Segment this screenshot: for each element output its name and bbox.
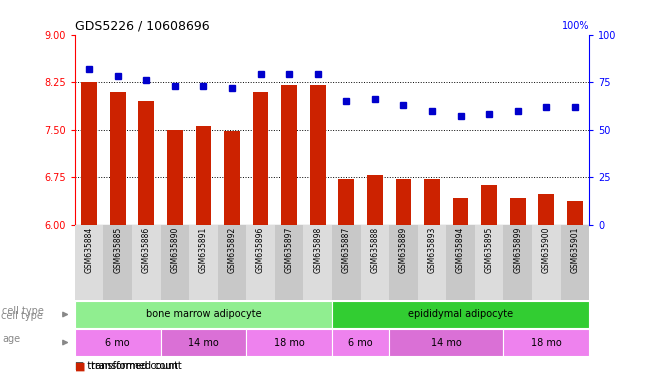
Bar	[567, 200, 583, 225]
Text: 100%: 100%	[562, 21, 589, 31]
Text: GSM635884: GSM635884	[85, 227, 94, 273]
Text: GSM635888: GSM635888	[370, 227, 380, 273]
Bar	[367, 175, 383, 225]
Bar	[447, 225, 475, 300]
Bar	[246, 329, 332, 356]
Bar	[332, 225, 361, 300]
Bar	[167, 130, 183, 225]
Bar	[281, 85, 297, 225]
Bar	[132, 225, 161, 300]
Text: 14 mo: 14 mo	[431, 338, 462, 348]
Text: GSM635889: GSM635889	[399, 227, 408, 273]
Bar	[310, 85, 326, 225]
Text: GSM635901: GSM635901	[570, 227, 579, 273]
Bar	[275, 225, 303, 300]
Bar	[503, 225, 532, 300]
Bar	[75, 301, 332, 328]
Bar	[481, 185, 497, 225]
Text: GSM635896: GSM635896	[256, 227, 265, 273]
Text: cell type: cell type	[1, 311, 43, 321]
Text: 18 mo: 18 mo	[531, 338, 562, 348]
Text: ■ transformed count: ■ transformed count	[75, 361, 178, 371]
Bar	[110, 92, 126, 225]
Bar	[332, 301, 589, 328]
Text: GSM635898: GSM635898	[313, 227, 322, 273]
Bar	[452, 198, 469, 225]
Bar	[189, 225, 217, 300]
Text: GSM635886: GSM635886	[142, 227, 151, 273]
Text: age: age	[2, 334, 20, 344]
Bar	[104, 225, 132, 300]
Text: bone marrow adipocyte: bone marrow adipocyte	[146, 310, 261, 319]
Bar	[161, 329, 246, 356]
Bar	[139, 101, 154, 225]
Bar	[224, 131, 240, 225]
Bar	[532, 225, 561, 300]
Bar	[246, 225, 275, 300]
Bar	[361, 225, 389, 300]
Text: 14 mo: 14 mo	[188, 338, 219, 348]
Text: GSM635892: GSM635892	[227, 227, 236, 273]
Bar	[253, 92, 268, 225]
Text: 6 mo: 6 mo	[105, 338, 130, 348]
Text: GSM635897: GSM635897	[284, 227, 294, 273]
Text: GSM635900: GSM635900	[542, 227, 551, 273]
Bar	[303, 225, 332, 300]
Text: GSM635893: GSM635893	[428, 227, 437, 273]
Text: GSM635894: GSM635894	[456, 227, 465, 273]
Bar	[538, 194, 554, 225]
Bar	[75, 329, 161, 356]
Text: transformed count: transformed count	[91, 361, 182, 371]
Bar	[424, 179, 440, 225]
Bar	[503, 329, 589, 356]
Text: GSM635895: GSM635895	[484, 227, 493, 273]
Bar	[389, 329, 503, 356]
Text: 6 mo: 6 mo	[348, 338, 373, 348]
Text: GSM635887: GSM635887	[342, 227, 351, 273]
Bar	[475, 225, 503, 300]
Text: GSM635891: GSM635891	[199, 227, 208, 273]
Text: GDS5226 / 10608696: GDS5226 / 10608696	[75, 19, 210, 32]
Bar	[161, 225, 189, 300]
Text: cell type: cell type	[2, 306, 44, 316]
Text: GSM635899: GSM635899	[513, 227, 522, 273]
Bar	[561, 225, 589, 300]
Bar	[217, 225, 246, 300]
Bar	[195, 126, 212, 225]
Bar	[389, 225, 418, 300]
Text: epididymal adipocyte: epididymal adipocyte	[408, 310, 513, 319]
Bar	[396, 179, 411, 225]
Bar	[339, 179, 354, 225]
Bar	[418, 225, 447, 300]
Text: 18 mo: 18 mo	[274, 338, 305, 348]
Bar	[510, 198, 525, 225]
Bar	[81, 82, 97, 225]
Text: GSM635885: GSM635885	[113, 227, 122, 273]
Bar	[75, 225, 104, 300]
Text: GSM635890: GSM635890	[171, 227, 180, 273]
Text: ■: ■	[75, 361, 85, 371]
Bar	[332, 329, 389, 356]
